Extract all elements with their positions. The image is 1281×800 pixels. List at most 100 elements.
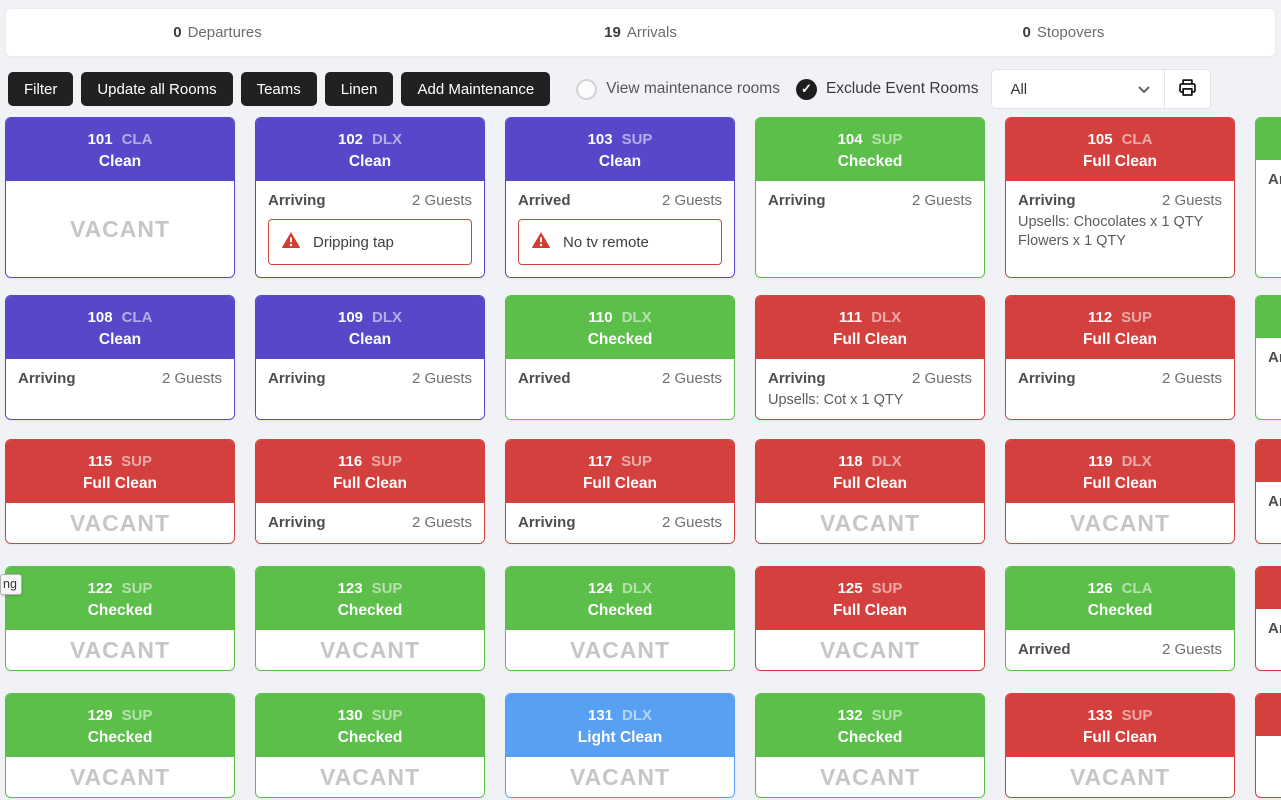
room-filter-selected-value: All [1010,80,1028,98]
room-card[interactable]: 111 DLX Full Clean Arriving 2 Guests Upsells:… [755,295,985,420]
room-number-line: 130 SUP [260,705,480,726]
room-card-body: VACANT [1006,503,1234,543]
guest-count: 2 Guests [411,192,472,209]
check-circle-icon[interactable]: ✓ [795,78,817,100]
room-card-body: VACANT [6,630,234,670]
room-card-header: 122 SUP Checked [6,567,234,630]
room-card[interactable]: 118 DLX Full Clean VACANT [755,439,985,544]
linen-button[interactable]: Linen [324,72,394,106]
room-status: Clean [348,153,392,170]
room-status: Checked [1087,602,1153,619]
room-card-header: 119 DLX Full Clean [1006,440,1234,503]
view-maintenance-toggle[interactable]: View maintenance rooms [576,78,780,100]
room-card-header [1256,296,1281,338]
room-card[interactable]: 132 SUP Checked VACANT [755,693,985,798]
room-card[interactable]: 129 SUP Checked VACANT [5,693,235,798]
room-card[interactable]: Ar [1255,295,1281,420]
room-status: Checked [587,602,653,619]
room-card[interactable]: 109 DLX Clean Arriving 2 Guests [255,295,485,420]
room-card-body: Arriving 2 Guests [256,503,484,543]
guest-row: Arriving 2 Guests [506,503,734,531]
room-type: DLX [372,309,403,326]
room-card-body: Arriving 2 Guests Upsells: Chocolates x 1 … [1006,181,1234,277]
room-card[interactable]: 101 CLA Clean VACANT [5,117,235,278]
room-card[interactable]: 117 SUP Full Clean Arriving 2 Guests [505,439,735,544]
room-card[interactable]: 122 SUP Checked VACANT [5,566,235,671]
room-card[interactable]: 115 SUP Full Clean VACANT [5,439,235,544]
radio-unchecked-icon[interactable] [576,78,598,100]
room-card[interactable]: 125 SUP Full Clean VACANT [755,566,985,671]
room-card-body: Ar [1256,482,1281,522]
summary-bar: 0 Departures 19 Arrivals 0 Stopovers [5,8,1276,57]
room-type: DLX [871,309,902,326]
room-card[interactable]: Ar [1255,117,1281,278]
room-type: SUP [371,453,403,470]
room-card[interactable]: 126 CLA Checked Arrived 2 Guests [1005,566,1235,671]
update-all-rooms-button[interactable]: Update all Rooms [81,72,233,106]
room-card[interactable]: 104 SUP Checked Arriving 2 Guests [755,117,985,278]
departures-summary: 0 Departures [6,24,429,41]
room-card[interactable]: 133 SUP Full Clean VACANT [1005,693,1235,798]
upsells-text: Upsells: Chocolates x 1 QTY Flowers x 1 … [1018,214,1204,249]
room-card-body: Ar [1256,609,1281,649]
room-card-header: 117 SUP Full Clean [506,440,734,503]
room-card[interactable]: 108 CLA Clean Arriving 2 Guests [5,295,235,420]
guest-row: Ar [1256,160,1281,188]
arrival-status: Arriving [768,192,826,209]
room-card[interactable]: 102 DLX Clean Arriving 2 Guests Dripping tap [255,117,485,278]
room-number-line: 111 DLX [760,307,980,328]
vacant-label: VACANT [319,763,421,790]
room-status: Light Clean [577,729,663,746]
room-type: DLX [622,707,653,724]
guest-row: Ar [1256,609,1281,637]
room-status: Full Clean [1082,153,1158,170]
room-card[interactable] [1255,693,1281,798]
room-card-body: VACANT [506,630,734,670]
room-number-line: 108 CLA [10,307,230,328]
room-card-header: 125 SUP Full Clean [756,567,984,630]
room-number: 129 [87,707,113,724]
exclude-event-rooms-toggle[interactable]: ✓ Exclude Event Rooms [795,78,978,100]
room-card[interactable]: 124 DLX Checked VACANT [505,566,735,671]
room-number: 119 [1088,453,1113,470]
room-card[interactable]: 131 DLX Light Clean VACANT [505,693,735,798]
guest-count: 2 Guests [661,514,722,531]
room-status: Full Clean [832,331,908,348]
room-card[interactable]: 123 SUP Checked VACANT [255,566,485,671]
printer-icon [1177,77,1198,101]
filter-button[interactable]: Filter [8,72,74,106]
room-card[interactable]: 119 DLX Full Clean VACANT [1005,439,1235,544]
room-card-body: VACANT [256,630,484,670]
room-number: 132 [837,707,863,724]
room-card-body: VACANT [756,503,984,543]
room-card[interactable]: 116 SUP Full Clean Arriving 2 Guests [255,439,485,544]
arrival-status: Arriving [518,514,576,531]
room-type: SUP [1121,309,1153,326]
room-type: SUP [371,707,403,724]
room-filter-select[interactable]: All [992,70,1164,108]
toolbar: Filter Update all Rooms Teams Linen Add … [0,69,1281,109]
arrivals-label: Arrivals [626,24,677,41]
room-card[interactable]: 105 CLA Full Clean Arriving 2 Guests Upsells:… [1005,117,1235,278]
room-card[interactable]: 110 DLX Checked Arrived 2 Guests [505,295,735,420]
room-number: 131 [587,707,614,724]
stopovers-count: 0 [1022,24,1031,41]
print-button[interactable] [1165,70,1211,108]
teams-button[interactable]: Teams [240,72,317,106]
arrival-status: Arriving [268,192,326,209]
room-card[interactable]: Ar [1255,439,1281,544]
guest-count: 2 Guests [661,370,722,387]
room-number-line: 126 CLA [1010,578,1230,599]
room-card[interactable]: 103 SUP Clean Arrived 2 Guests No tv remote [505,117,735,278]
room-card[interactable]: Ar [1255,566,1281,671]
room-card[interactable]: 130 SUP Checked VACANT [255,693,485,798]
room-type: DLX [871,453,902,470]
room-card-body: Arrived 2 Guests [1006,630,1234,670]
add-maintenance-button[interactable]: Add Maintenance [401,72,551,106]
arrival-status: Ar [1268,493,1281,510]
room-status: Full Clean [832,602,908,619]
guest-row: Arriving 2 Guests [756,359,984,387]
room-status: Full Clean [1082,331,1158,348]
room-card-body: Arrived 2 Guests No tv remote [506,181,734,277]
room-card[interactable]: 112 SUP Full Clean Arriving 2 Guests [1005,295,1235,420]
